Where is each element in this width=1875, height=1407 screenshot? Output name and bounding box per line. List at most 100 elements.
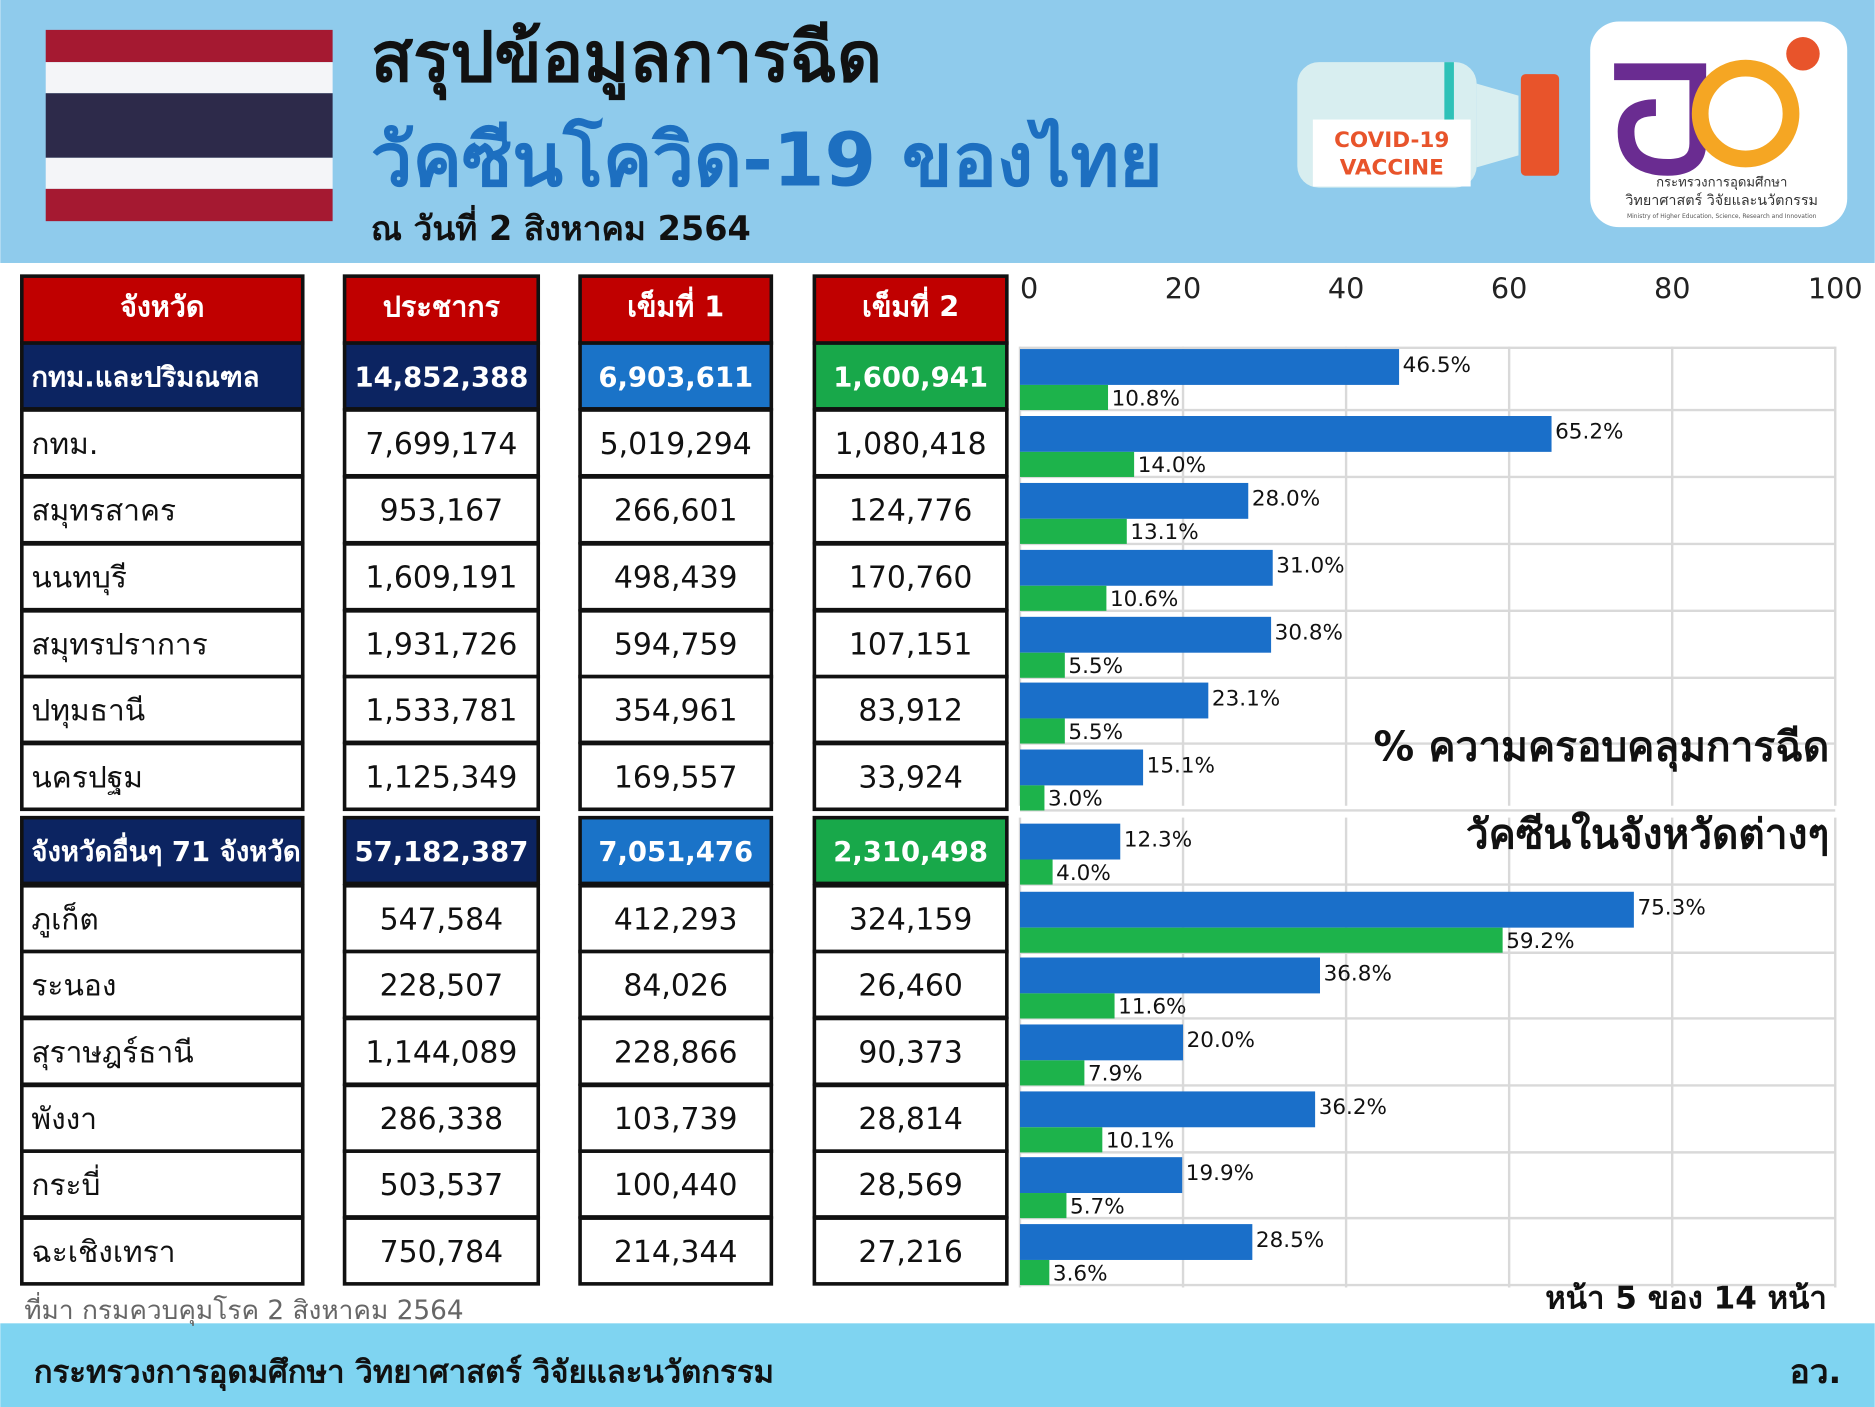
table-cell bbox=[812, 1016, 1009, 1087]
table-cell bbox=[342, 741, 541, 812]
date: ณ วันที่ 2 สิงหาคม 2564 bbox=[371, 204, 751, 248]
province-name: สุราษฎร์ธานี bbox=[31, 1035, 193, 1070]
value-label: 75.3% bbox=[1637, 896, 1705, 921]
logo-purple bbox=[1614, 63, 1707, 176]
value-label: 7.9% bbox=[1088, 1062, 1143, 1087]
table-cell bbox=[812, 949, 1009, 1020]
bottle-cap bbox=[1520, 74, 1560, 176]
table-cell bbox=[342, 1083, 541, 1153]
cell-value: 26,460 bbox=[858, 968, 963, 1003]
badge-line1: COVID-19 bbox=[1334, 128, 1449, 153]
bar bbox=[1019, 1193, 1067, 1219]
x-tick-label: 20 bbox=[1165, 271, 1201, 305]
province-name: นครปฐม bbox=[31, 760, 143, 795]
badge-line2: VACCINE bbox=[1340, 156, 1444, 181]
table-cell bbox=[20, 741, 305, 812]
bar bbox=[1019, 518, 1127, 544]
value-label: 11.6% bbox=[1118, 995, 1186, 1020]
table-cell bbox=[342, 884, 541, 954]
value-label: 12.3% bbox=[1124, 827, 1192, 852]
cell-value: 1,144,089 bbox=[365, 1035, 517, 1070]
province-name: กระบี่ bbox=[31, 1164, 100, 1203]
cell-value: 1,080,418 bbox=[835, 427, 987, 462]
source-note: ที่มา กรมควบคุมโรค 2 สิงหาคม 2564 bbox=[24, 1292, 463, 1326]
table-cell bbox=[342, 1216, 541, 1286]
table-cell bbox=[578, 674, 774, 745]
table-cell bbox=[20, 1016, 305, 1087]
value-label: 4.0% bbox=[1056, 861, 1111, 886]
cell-value: 750,784 bbox=[380, 1235, 504, 1270]
value-label: 31.0% bbox=[1276, 554, 1344, 579]
value-label: 65.2% bbox=[1555, 420, 1623, 445]
header-cell bbox=[342, 274, 541, 345]
x-tick-label: 60 bbox=[1491, 271, 1527, 305]
cell-value: 14,852,388 bbox=[354, 361, 528, 393]
bar bbox=[1019, 349, 1400, 385]
table-cell bbox=[812, 609, 1009, 679]
province-name: พังงา bbox=[31, 1102, 97, 1137]
cell-value: 354,961 bbox=[614, 693, 738, 728]
footer-short: อว. bbox=[1790, 1352, 1842, 1391]
summary-cell bbox=[342, 815, 541, 886]
summary-cell bbox=[812, 341, 1009, 411]
cell-value: 169,557 bbox=[614, 760, 738, 795]
table-cell bbox=[342, 674, 541, 745]
cell-value: 84,026 bbox=[623, 968, 728, 1003]
table-cell bbox=[812, 1216, 1009, 1286]
province-name: ฉะเชิงเทรา bbox=[31, 1235, 175, 1270]
province-name: กทม.และปริมณฑล bbox=[31, 361, 259, 393]
chart-annotation: วัคซีนในจังหวัดต่างๆ bbox=[1466, 810, 1829, 858]
title-line2: วัคซีนโควิด-19 ของไทย bbox=[371, 116, 1163, 203]
table-cell bbox=[20, 1216, 305, 1286]
value-label: 5.5% bbox=[1068, 720, 1123, 745]
value-label: 3.0% bbox=[1048, 787, 1103, 812]
summary-cell bbox=[578, 815, 774, 886]
value-label: 3.6% bbox=[1053, 1261, 1108, 1286]
bar bbox=[1019, 585, 1107, 611]
cell-value: 7,699,174 bbox=[365, 427, 517, 462]
table-cell bbox=[20, 408, 305, 478]
table-cell bbox=[342, 949, 541, 1020]
province-name: ระนอง bbox=[31, 968, 116, 1003]
logo-line1: กระทรวงการอุดมศึกษา bbox=[1656, 175, 1787, 190]
table-cell bbox=[20, 542, 305, 612]
value-label: 36.8% bbox=[1324, 961, 1392, 986]
province-name: ปทุมธานี bbox=[31, 693, 145, 728]
bar bbox=[1019, 1024, 1184, 1061]
bar bbox=[1019, 749, 1144, 786]
value-label: 15.1% bbox=[1147, 753, 1215, 778]
cell-value: 83,912 bbox=[858, 693, 963, 728]
value-label: 28.5% bbox=[1256, 1228, 1324, 1253]
value-label: 10.1% bbox=[1106, 1129, 1174, 1154]
province-name: กทม. bbox=[31, 427, 98, 462]
table-cell bbox=[812, 741, 1009, 812]
bar bbox=[1019, 859, 1053, 885]
value-label: 13.1% bbox=[1130, 520, 1198, 545]
flag-stripe bbox=[45, 188, 333, 222]
value-label: 10.6% bbox=[1110, 587, 1178, 612]
bar bbox=[1019, 823, 1121, 860]
table-cell bbox=[812, 1083, 1009, 1153]
title-line1: สรุปข้อมูลการฉีด bbox=[371, 18, 882, 101]
value-label: 5.7% bbox=[1070, 1194, 1125, 1219]
cell-value: 57,182,387 bbox=[354, 836, 528, 868]
cell-value: 27,216 bbox=[858, 1235, 963, 1270]
table-cell bbox=[578, 884, 774, 954]
cell-value: 107,151 bbox=[849, 628, 973, 663]
page-number: หน้า 5 ของ 14 หน้า bbox=[1545, 1280, 1827, 1316]
cell-value: 100,440 bbox=[614, 1168, 738, 1203]
bar bbox=[1019, 1127, 1103, 1153]
value-label: 20.0% bbox=[1187, 1028, 1255, 1053]
cell-value: 228,507 bbox=[380, 968, 504, 1003]
flag-stripe bbox=[45, 93, 333, 158]
summary-cell bbox=[812, 815, 1009, 886]
x-tick-label: 100 bbox=[1808, 271, 1863, 305]
coverage-chart: 0 20 40 60 80 100 46.5% 65.2% 28.0% 31.0% 30.8% 23.… bbox=[1018, 271, 1863, 1288]
table-cell bbox=[342, 542, 541, 612]
bar bbox=[1019, 416, 1552, 452]
cell-value: 2,310,498 bbox=[833, 836, 988, 868]
bar bbox=[1019, 1157, 1183, 1194]
value-label: 36.2% bbox=[1319, 1095, 1387, 1120]
cell-value: 1,533,781 bbox=[365, 693, 517, 728]
